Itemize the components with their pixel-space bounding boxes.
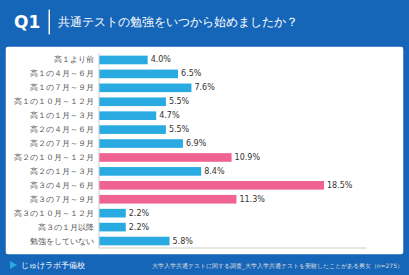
x-axis-line: [99, 248, 367, 249]
data-label: 7.6%: [194, 83, 215, 92]
category-label: 高１の４月～６月: [30, 69, 94, 78]
bar: [99, 167, 201, 176]
data-label: 5.5%: [169, 97, 190, 106]
data-label: 10.9%: [235, 153, 261, 162]
title: Q1: [14, 12, 40, 32]
category-label: 高１の７月～９月: [30, 83, 94, 92]
bar: [99, 97, 166, 106]
bar: [99, 139, 183, 148]
data-label: 5.8%: [173, 237, 194, 246]
bar: [99, 125, 166, 134]
logo-icon: [10, 261, 17, 269]
data-label: 5.5%: [169, 125, 190, 134]
data-label: 8.4%: [204, 167, 225, 176]
category-label: 高１より前: [54, 55, 94, 64]
chart-panel: [5, 46, 404, 255]
background: [0, 0, 409, 275]
data-label: 4.0%: [151, 55, 172, 64]
bar: [99, 111, 156, 120]
category-label: 勉強をしていない: [30, 237, 94, 246]
bar: [99, 237, 170, 246]
bar: [99, 209, 126, 218]
category-label: 高２の４月～６月: [30, 125, 94, 134]
category-label: 高１の１０月～１２月: [14, 97, 94, 106]
category-label: 高１の１月～３月: [30, 111, 94, 120]
y-axis-line: [99, 53, 100, 248]
bar: [99, 195, 236, 204]
subtitle: 共通テストの勉強をいつから始めましたか？: [58, 15, 298, 29]
logo-text: じゅけラボ予備校: [21, 261, 85, 270]
bar: [99, 223, 126, 232]
category-label: 高２の７月～９月: [30, 139, 94, 148]
bar: [99, 56, 148, 65]
data-label: 6.9%: [186, 139, 207, 148]
data-label: 11.3%: [239, 195, 265, 204]
bars: [99, 56, 324, 246]
chart: Q1 共通テストの勉強をいつから始めましたか？ 高１より前高１の４月～６月高１の７月…: [0, 0, 409, 275]
bar: [99, 84, 191, 93]
data-label: 2.2%: [129, 209, 150, 218]
category-label: 高３の１月以降: [38, 223, 94, 232]
category-label: 高２の１月～３月: [30, 167, 94, 176]
data-label: 2.2%: [129, 223, 150, 232]
bar: [99, 70, 178, 79]
category-label: 高３の４月～６月: [30, 181, 94, 190]
data-label: 18.5%: [327, 181, 353, 190]
category-label: 高２の１０月～１２月: [14, 153, 94, 162]
bar: [99, 153, 232, 162]
data-label: 4.7%: [159, 111, 180, 120]
footnote: 大学入学共通テストに関する調査_大学入学共通テストを受験したことがある男女（n=…: [152, 262, 403, 270]
title-divider: [49, 10, 51, 35]
category-label: 高３の１０月～１２月: [14, 209, 94, 218]
data-label: 6.5%: [181, 69, 202, 78]
bar: [99, 181, 324, 190]
category-label: 高３の７月～９月: [30, 195, 94, 204]
